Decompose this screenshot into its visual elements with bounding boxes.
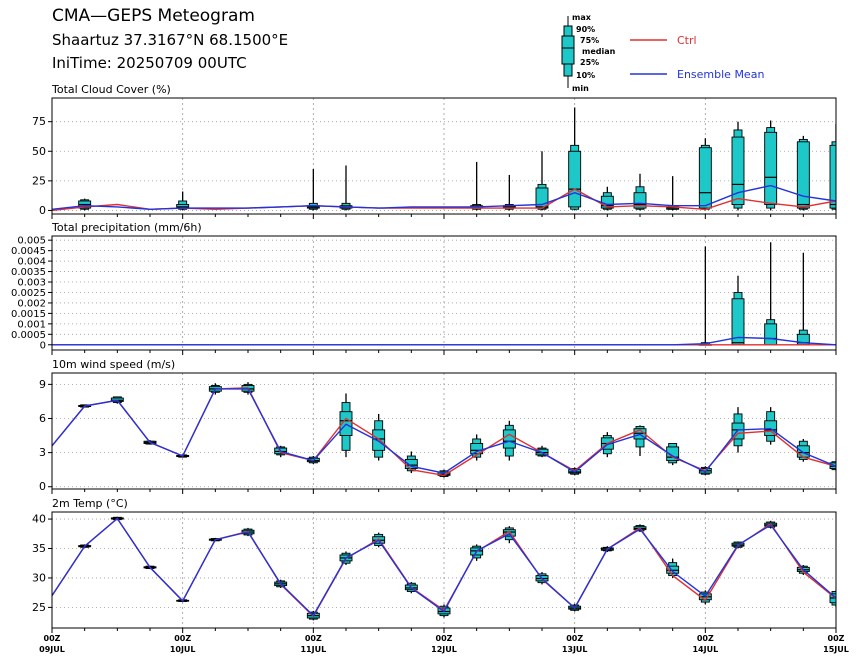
y-tick-label: 0.0015 <box>11 309 46 320</box>
legend-label-75p: 75% <box>580 36 599 45</box>
y-tick-label: 50 <box>32 145 46 158</box>
ctrl-series-line <box>52 387 836 477</box>
init-time-label: IniTime: 20250709 00UTC <box>52 54 247 72</box>
x-tick-label-date: 09JUL <box>39 645 65 654</box>
legend-mean-label: Ensemble Mean <box>677 68 764 81</box>
mean-series-line <box>52 517 836 617</box>
x-tick-label-hour: 00Z <box>697 634 714 643</box>
legend-label-max: max <box>572 13 592 22</box>
x-tick-label-hour: 00Z <box>44 634 61 643</box>
legend-label-10p: 10% <box>576 71 595 80</box>
x-tick-label-hour: 00Z <box>174 634 191 643</box>
panel-title-precip: Total precipitation (mm/6h) <box>52 221 202 234</box>
x-tick-label-hour: 00Z <box>305 634 322 643</box>
panel-frame <box>51 511 837 629</box>
x-tick-label-date: 15JUL <box>823 645 849 654</box>
y-tick-label: 40 <box>32 513 46 526</box>
y-tick-label: 3 <box>39 446 46 459</box>
panel-plot-area <box>52 242 836 346</box>
x-tick-label-hour: 00Z <box>828 634 845 643</box>
x-tick-label-hour: 00Z <box>566 634 583 643</box>
p25-p75-box <box>372 429 386 451</box>
y-tick-label: 25 <box>32 601 46 614</box>
y-tick-label: 0.004 <box>17 257 46 268</box>
x-tick-label-date: 10JUL <box>170 645 196 654</box>
x-tick-label-date: 12JUL <box>431 645 457 654</box>
y-tick-label: 0.002 <box>17 298 46 309</box>
panel-plot-area <box>52 382 836 478</box>
p25-p75-box <box>470 443 484 455</box>
legend-label-median: median <box>582 47 616 56</box>
mean-series-line <box>52 184 836 211</box>
panel-title-temp: 2m Temp (°C) <box>52 497 128 510</box>
y-tick-label: 30 <box>32 571 46 584</box>
mean-series-line <box>52 336 836 346</box>
p25-p75-box <box>764 323 778 346</box>
legend-p25-p75-box <box>561 35 575 65</box>
y-tick-label: 0.0025 <box>11 288 46 299</box>
legend-label-90p: 90% <box>576 25 595 34</box>
chart-title: CMA—GEPS Meteogram <box>52 6 255 26</box>
y-tick-label: 0.0035 <box>11 267 46 278</box>
x-tick-label-date: 13JUL <box>562 645 588 654</box>
panel-title-cloud: Total Cloud Cover (%) <box>52 83 171 96</box>
p25-p75-box <box>731 136 745 205</box>
y-tick-label: 25 <box>32 174 46 187</box>
x-tick-label-date: 14JUL <box>692 645 718 654</box>
y-tick-label: 35 <box>32 542 46 555</box>
p25-p75-box <box>796 445 810 458</box>
y-tick-label: 9 <box>39 378 46 391</box>
x-tick-label-hour: 00Z <box>436 634 453 643</box>
y-tick-label: 6 <box>39 412 46 425</box>
p25-p75-box <box>698 147 712 209</box>
legend-label-25p: 25% <box>580 58 599 67</box>
mean-series-line <box>52 388 836 474</box>
p25-p75-box <box>568 150 582 208</box>
panel-frame <box>51 97 837 215</box>
y-tick-label: 0 <box>40 340 46 351</box>
p25-p75-box <box>502 429 516 449</box>
panel-frame <box>51 235 837 351</box>
panel-title-wind: 10m wind speed (m/s) <box>52 358 176 371</box>
y-tick-label: 0.0005 <box>11 330 46 341</box>
y-tick-label: 0.005 <box>17 236 46 247</box>
panel-plot-area <box>52 516 836 621</box>
p25-p75-box <box>796 141 810 209</box>
panel-plot-area <box>52 107 836 212</box>
y-tick-label: 75 <box>32 115 46 128</box>
y-tick-label: 0.003 <box>17 278 46 289</box>
p25-p75-box <box>829 144 836 209</box>
y-tick-label: 0 <box>39 204 46 217</box>
panel-frame <box>51 372 837 490</box>
legend-label-min: min <box>572 84 589 93</box>
legend-ctrl-label: Ctrl <box>677 34 697 47</box>
p25-p75-box <box>502 529 516 537</box>
y-tick-label: 0 <box>39 480 46 493</box>
location-label: Shaartuz 37.3167°N 68.1500°E <box>52 31 289 49</box>
x-tick-label-date: 11JUL <box>300 645 326 654</box>
y-tick-label: 0.001 <box>17 319 46 330</box>
y-tick-label: 0.0045 <box>11 246 46 257</box>
p25-p75-box <box>764 131 778 205</box>
